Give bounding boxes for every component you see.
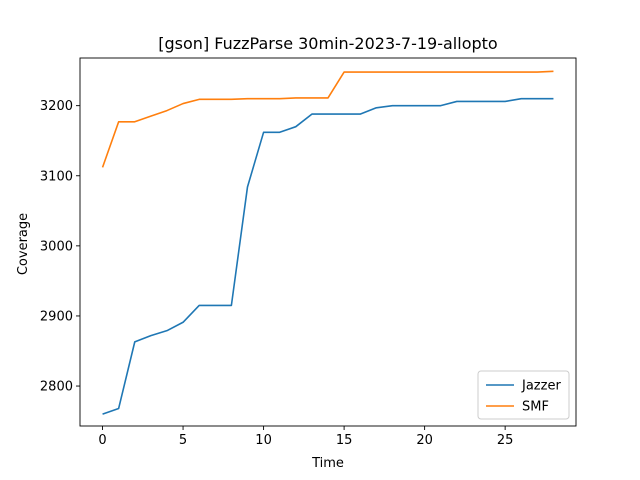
series-line-smf (101, 70, 554, 168)
legend-box (477, 370, 570, 420)
chart-title: [gson] FuzzParse 30min-2023-7-19-allopto (158, 34, 497, 53)
x-tick-label: 15 (336, 433, 353, 448)
y-tick-label: 3000 (40, 239, 73, 254)
plot-frame (79, 57, 577, 427)
y-tick-label: 3100 (40, 169, 73, 184)
x-tick-label: 10 (255, 433, 272, 448)
x-axis-label: Time (311, 456, 344, 471)
legend-label-smf: SMF (522, 400, 549, 415)
series-line-jazzer (102, 97, 554, 415)
x-tick-label: 20 (416, 433, 433, 448)
y-axis-label: Coverage (16, 213, 31, 275)
x-tick-label: 25 (497, 433, 514, 448)
y-tick-label: 3200 (40, 99, 73, 114)
legend-label-jazzer: Jazzer (521, 379, 561, 394)
plot-area: 0 5 10 15 20 25 2800 2900 3000 3100 3200 Jazzer SMF (40, 57, 577, 448)
x-tick-label: 5 (179, 433, 187, 448)
x-tick-label: 0 (98, 433, 106, 448)
y-tick-label: 2900 (40, 309, 73, 324)
y-tick-label: 2800 (40, 380, 73, 395)
